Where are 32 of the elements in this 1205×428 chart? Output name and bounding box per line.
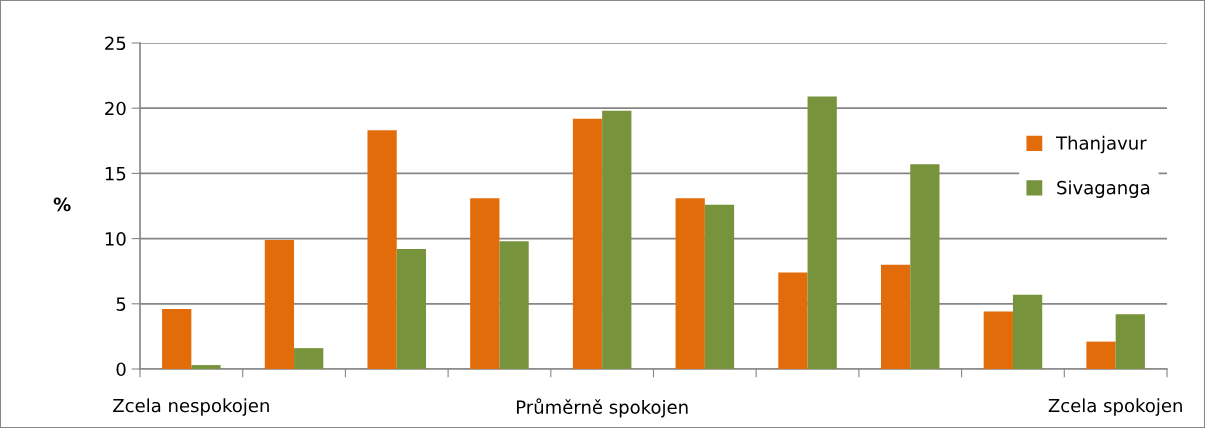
bar (264, 239, 295, 369)
bar (880, 264, 911, 369)
y-tick-label: 5 (116, 297, 126, 311)
bar (910, 164, 940, 369)
bar (396, 249, 427, 369)
bar (807, 96, 837, 369)
bar (1115, 314, 1145, 369)
x-tick-label: Průměrně spokojen (516, 398, 688, 418)
bar (572, 118, 603, 369)
bar (191, 365, 221, 369)
bar (602, 110, 632, 369)
bar (294, 348, 324, 369)
y-tick-label: 15 (105, 167, 126, 181)
x-tick-label: Zcela spokojen (1048, 398, 1182, 416)
bar (778, 272, 808, 369)
bar (675, 198, 705, 369)
bar (983, 311, 1013, 369)
bar (499, 241, 529, 369)
y-tick-label: 10 (105, 232, 126, 246)
x-tick-label: Zcela nespokojen (113, 398, 269, 416)
legend-label: Sivaganga (1057, 180, 1150, 198)
y-axis-title: % (53, 197, 71, 212)
bar (470, 198, 500, 369)
legend-label: Thanjavur (1055, 135, 1147, 154)
y-tick-label: 20 (105, 101, 126, 116)
y-tick-label: 25 (105, 36, 126, 51)
y-tick-label: 0 (116, 362, 126, 377)
bar (704, 204, 735, 369)
bar (162, 309, 192, 369)
bar (1012, 294, 1043, 369)
bar (1086, 341, 1116, 369)
bar (367, 130, 397, 369)
